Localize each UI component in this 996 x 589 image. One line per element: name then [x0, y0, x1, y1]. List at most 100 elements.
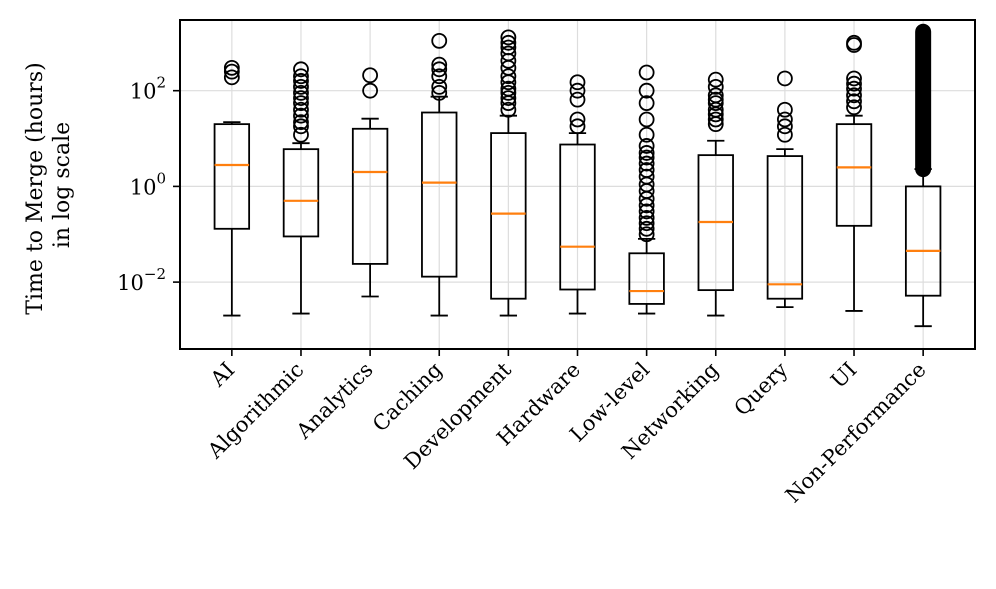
box-group — [766, 70, 804, 309]
y-tick-label: 100 — [130, 169, 166, 199]
outlier-point — [776, 126, 793, 143]
outlier-point — [293, 73, 309, 89]
box-group — [904, 23, 942, 328]
iqr-box — [628, 252, 665, 305]
outlier-point — [776, 111, 793, 128]
iqr-box — [904, 185, 942, 297]
outlier-point — [638, 226, 655, 243]
outlier-point — [846, 80, 862, 97]
iqr-box — [835, 123, 873, 227]
outlier-point — [500, 80, 517, 97]
outlier-point — [638, 155, 655, 172]
outlier-point — [293, 61, 309, 78]
outlier-point — [362, 67, 379, 84]
outlier-point — [638, 95, 655, 112]
outlier-point — [293, 118, 309, 135]
outlier-point — [707, 111, 724, 128]
outlier-point — [846, 70, 862, 87]
x-tick-label: UI — [826, 358, 861, 393]
outlier-point — [776, 101, 793, 118]
x-tick-label: Query — [729, 357, 792, 420]
outlier-point — [500, 84, 517, 101]
outlier-point — [638, 168, 655, 185]
outlier-point — [638, 149, 655, 166]
outlier-point — [362, 82, 379, 99]
box-group — [351, 67, 389, 298]
outlier-point — [293, 95, 309, 112]
iqr-box — [213, 123, 251, 230]
outlier-point — [707, 71, 724, 88]
outlier-point — [638, 111, 655, 128]
box-group — [697, 71, 734, 317]
y-axis-label: Time to Merge (hours) in log scale — [23, 55, 75, 314]
outlier-point — [846, 34, 862, 51]
outlier-point — [776, 70, 793, 87]
outlier-point — [846, 75, 862, 92]
outlier-point — [638, 215, 655, 232]
outlier-point — [569, 118, 586, 135]
outlier-point — [223, 59, 240, 76]
outlier-point — [846, 99, 862, 116]
box-group — [421, 32, 458, 317]
dense-outliers — [915, 23, 932, 178]
outlier-point — [846, 87, 862, 104]
outlier-point — [500, 34, 517, 51]
box-group — [559, 74, 596, 315]
outlier-point — [293, 101, 309, 118]
outlier-point — [707, 78, 724, 95]
outlier-point — [500, 39, 517, 56]
outlier-point — [569, 111, 586, 128]
iqr-box — [421, 111, 458, 278]
outlier-point — [638, 220, 655, 237]
outlier-point — [293, 114, 309, 131]
outlier-point — [293, 84, 309, 101]
outlier-point — [223, 63, 240, 80]
y-tick-label: 10−2 — [117, 265, 166, 295]
outlier-point — [638, 203, 655, 220]
outlier-point — [500, 90, 517, 106]
iqr-box — [351, 127, 389, 265]
outlier-point — [431, 84, 448, 101]
box-group — [213, 59, 251, 317]
box-group — [282, 61, 320, 315]
outlier-point — [638, 64, 655, 81]
outlier-point — [638, 126, 655, 143]
outlier-point — [569, 74, 586, 91]
outlier-point — [431, 78, 448, 95]
outlier-point — [638, 138, 655, 154]
outlier-point — [638, 162, 655, 178]
iqr-box — [282, 148, 320, 238]
outlier-point — [293, 126, 309, 143]
outlier-point — [293, 78, 309, 95]
outlier-point — [846, 93, 862, 110]
x-axis: AIAlgorithmicAnalyticsCachingDevelopment… — [202, 349, 931, 507]
outlier-point — [638, 82, 655, 99]
plot-layer — [213, 23, 942, 328]
box-group — [490, 29, 527, 317]
outlier-point — [500, 101, 517, 118]
outlier-point — [500, 29, 517, 46]
y-axis-label-line-2: in log scale — [50, 122, 75, 248]
outlier-point — [431, 32, 448, 49]
box-group — [628, 64, 665, 315]
y-axis: 102 100 10−2 — [117, 74, 180, 295]
x-tick-label: AI — [205, 358, 239, 392]
outlier-point — [431, 56, 448, 73]
outlier-point — [707, 87, 724, 104]
outlier-point — [431, 61, 448, 78]
iqr-box — [490, 132, 527, 300]
outlier-point — [638, 209, 655, 226]
y-axis-label-line-1: Time to Merge (hours) — [23, 62, 48, 314]
outlier-point — [569, 91, 586, 108]
iqr-box — [766, 155, 804, 300]
outlier-point — [223, 69, 240, 86]
iqr-box — [559, 143, 596, 291]
outlier-point — [293, 90, 309, 106]
outlier-point — [500, 68, 517, 85]
outlier-point — [569, 82, 586, 99]
outlier-point — [776, 118, 793, 135]
y-tick-label: 102 — [130, 74, 166, 104]
outlier-point — [293, 68, 309, 85]
box-group — [835, 34, 873, 312]
